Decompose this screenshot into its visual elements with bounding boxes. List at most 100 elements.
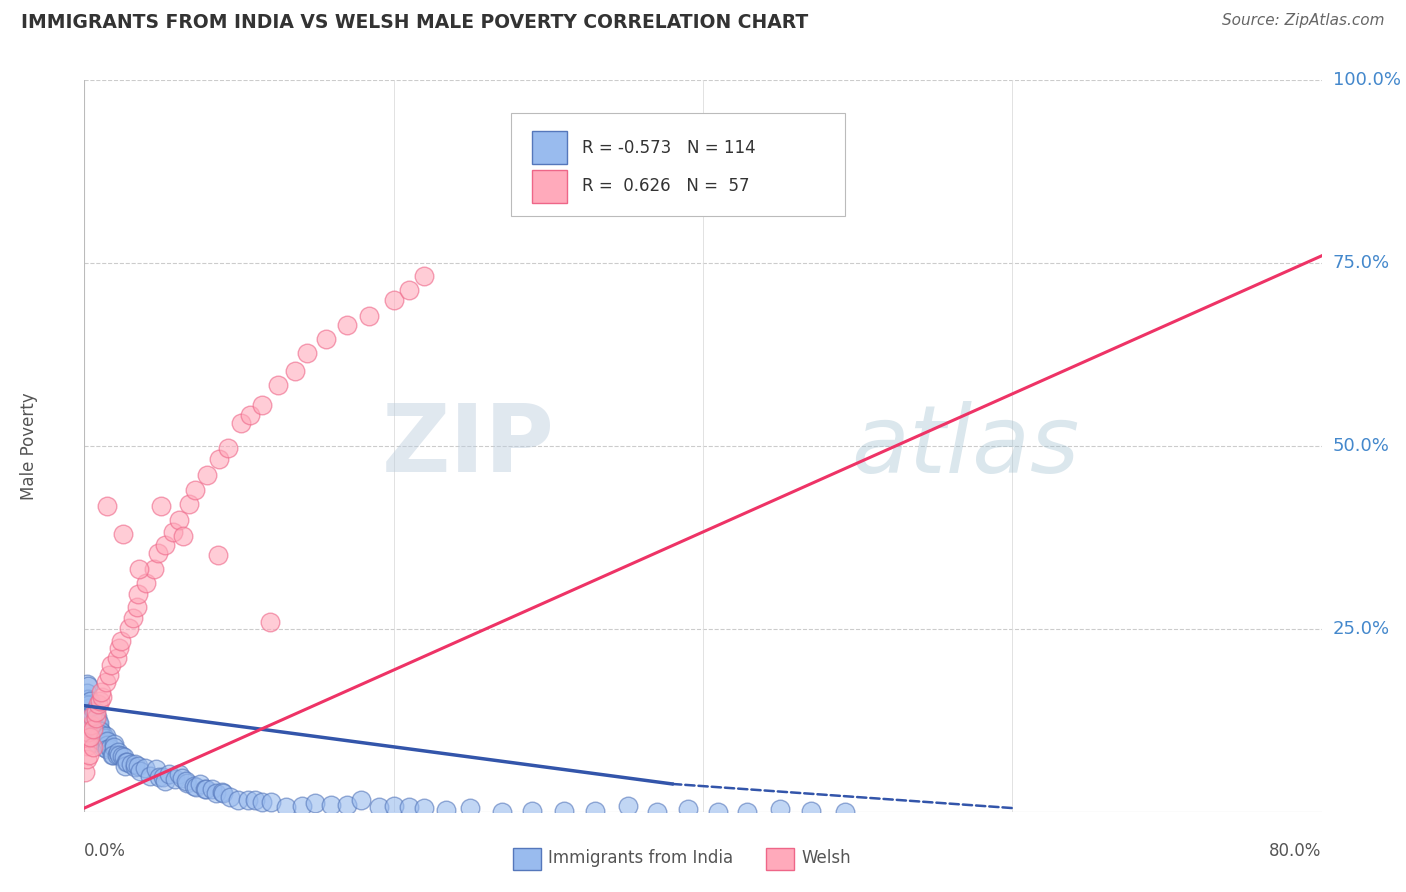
Point <box>114 759 136 773</box>
Point <box>96 741 118 756</box>
Point <box>127 586 149 600</box>
Text: 25.0%: 25.0% <box>1333 620 1391 638</box>
Point <box>139 769 162 783</box>
Point <box>76 686 98 700</box>
Point <box>76 711 98 725</box>
Point <box>229 416 252 430</box>
Point <box>118 621 141 635</box>
Point <box>145 762 167 776</box>
Point <box>96 730 118 744</box>
Point <box>170 771 193 785</box>
Point <box>645 805 668 819</box>
Point <box>162 525 184 540</box>
Point <box>382 293 405 307</box>
Point <box>155 538 177 552</box>
Point <box>359 310 381 324</box>
Point <box>89 723 111 738</box>
Point <box>398 799 420 814</box>
Point <box>87 716 110 731</box>
Point <box>236 793 259 807</box>
Point <box>295 346 318 360</box>
Point <box>79 694 101 708</box>
Point <box>211 785 233 799</box>
Point <box>183 779 205 793</box>
Point <box>87 697 110 711</box>
Point <box>217 441 239 455</box>
Point <box>179 497 201 511</box>
Point <box>114 755 136 769</box>
Point <box>79 719 101 733</box>
Point <box>676 802 699 816</box>
Point <box>274 800 297 814</box>
Point <box>77 722 100 736</box>
Point <box>98 741 121 756</box>
Point <box>75 709 97 723</box>
Point <box>103 739 125 754</box>
Text: Male Poverty: Male Poverty <box>20 392 38 500</box>
Point <box>79 714 101 729</box>
Point <box>79 701 101 715</box>
Point <box>184 780 207 794</box>
Point <box>553 805 575 819</box>
Point <box>108 640 131 655</box>
Point <box>77 698 100 713</box>
Point <box>86 710 108 724</box>
Point <box>124 760 146 774</box>
Point <box>800 804 823 818</box>
Point <box>128 562 150 576</box>
Point <box>107 651 129 665</box>
Text: 80.0%: 80.0% <box>1270 842 1322 860</box>
Point <box>90 685 112 699</box>
Point <box>769 802 792 816</box>
Point <box>80 718 103 732</box>
Point <box>89 723 111 738</box>
Point <box>195 468 218 483</box>
Point <box>79 709 101 723</box>
Point <box>84 715 107 730</box>
Point <box>117 756 139 770</box>
Point <box>96 734 118 748</box>
Point <box>122 611 145 625</box>
Point <box>82 717 104 731</box>
Point <box>84 735 107 749</box>
Point <box>167 513 190 527</box>
Text: atlas: atlas <box>852 401 1080 491</box>
Point <box>80 720 103 734</box>
Point <box>76 752 98 766</box>
Point <box>91 690 114 704</box>
Point <box>336 797 359 812</box>
Point <box>350 792 373 806</box>
Point <box>84 706 107 720</box>
Point <box>77 692 100 706</box>
Point <box>157 767 180 781</box>
Point <box>76 731 98 745</box>
Point <box>87 723 110 738</box>
Point <box>188 777 211 791</box>
Point <box>89 693 111 707</box>
Point <box>412 268 434 283</box>
Point <box>82 722 104 736</box>
Point <box>239 409 262 423</box>
Point <box>201 782 224 797</box>
Point <box>91 726 114 740</box>
Text: 75.0%: 75.0% <box>1333 254 1391 272</box>
Point <box>284 364 307 378</box>
Point <box>96 500 118 514</box>
Point <box>413 801 436 815</box>
Point <box>315 332 337 346</box>
Point <box>94 675 117 690</box>
Point <box>76 739 98 754</box>
Point <box>82 709 104 723</box>
Point <box>112 527 135 541</box>
Point <box>707 805 730 819</box>
Point <box>76 677 98 691</box>
Point <box>194 782 217 797</box>
Point <box>259 615 281 629</box>
Text: R =  0.626   N =  57: R = 0.626 N = 57 <box>582 178 749 195</box>
Point <box>243 792 266 806</box>
Point <box>205 786 228 800</box>
FancyBboxPatch shape <box>533 170 567 203</box>
Point <box>267 378 290 392</box>
Text: R = -0.573   N = 114: R = -0.573 N = 114 <box>582 138 755 157</box>
Point <box>79 700 101 714</box>
